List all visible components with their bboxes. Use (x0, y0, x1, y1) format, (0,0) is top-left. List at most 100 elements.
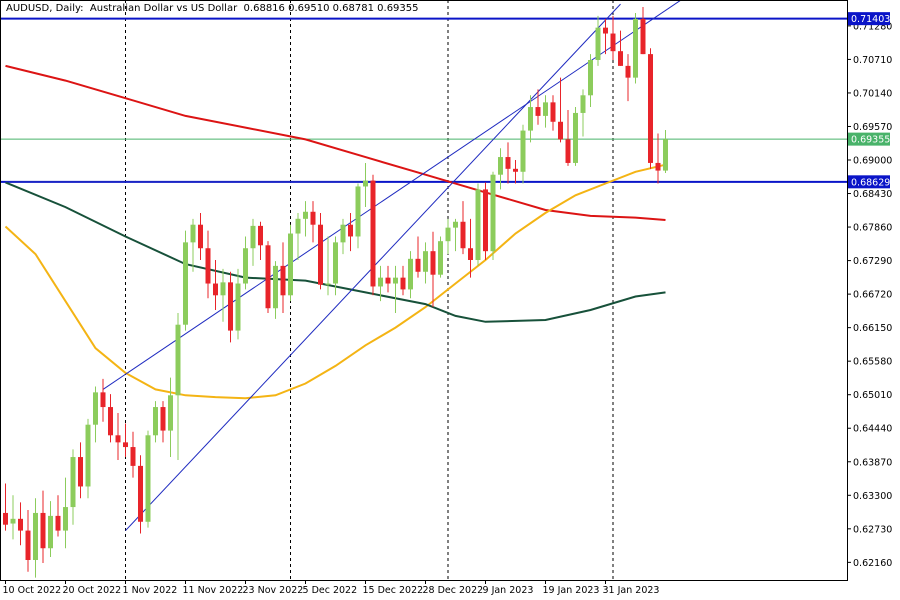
y-tick-label: 0.70710 (853, 55, 892, 66)
x-tick-label: 20 Oct 2022 (63, 585, 122, 596)
candle-body (543, 102, 548, 116)
candle-body (535, 107, 541, 116)
candle-body (153, 407, 158, 436)
candle-body (33, 512, 38, 560)
candle-body (445, 227, 451, 242)
x-tick-label: 1 Nov 2022 (123, 585, 178, 596)
candle-body (655, 162, 661, 171)
ma-red-line (5, 64, 666, 221)
candle-body (490, 174, 496, 252)
y-tick-label: 0.62160 (853, 558, 892, 569)
candle-body (498, 157, 503, 175)
candle-body (138, 465, 143, 522)
current-price-tag: 0.69355 (851, 135, 890, 146)
candle-body (228, 282, 233, 331)
candle-body (145, 435, 151, 522)
y-tick-label: 0.71280 (853, 21, 892, 32)
level-price-tag-bg (848, 175, 890, 189)
candle-body (550, 102, 556, 122)
candle-body (310, 211, 316, 225)
candle-body (325, 283, 331, 285)
y-tick-label: 0.63870 (853, 457, 892, 468)
y-tick-label: 0.66720 (853, 290, 892, 301)
candle-body (483, 189, 488, 252)
x-tick-label: 31 Jan 2023 (603, 585, 660, 596)
period-separators (125, 0, 614, 580)
chart-header: AUDUSD, Daily: Australian Dollar vs US D… (6, 3, 419, 14)
candle-body (393, 277, 398, 284)
candle-body (10, 518, 16, 524)
candle-body (505, 157, 511, 169)
candle-body (48, 515, 53, 549)
y-tick-label: 0.65010 (853, 390, 892, 401)
candle-body (400, 277, 406, 290)
candle-body (198, 224, 203, 249)
candle-body (663, 139, 668, 171)
candle-body (453, 221, 458, 228)
candle-body (205, 248, 211, 284)
ma-orange-line (4, 163, 666, 400)
candles (3, 7, 668, 578)
y-tick-label: 0.62730 (853, 524, 892, 535)
candle-body (610, 33, 616, 52)
candle-body (220, 282, 226, 296)
candle-body (438, 241, 443, 275)
candle-body (618, 51, 623, 66)
candle-body (588, 60, 593, 96)
candle-body (565, 139, 571, 163)
x-tick-label: 28 Dec 2022 (423, 585, 484, 596)
candle-body (108, 407, 113, 436)
x-tick-label: 15 Dec 2022 (363, 585, 424, 596)
plot-frame (0, 0, 848, 581)
candle-body (370, 180, 376, 287)
x-tick-label: 11 Nov 2022 (183, 585, 244, 596)
level-price-tag-bg (848, 12, 890, 26)
candle-body (70, 457, 76, 508)
x-tick-label: 9 Jan 2023 (483, 585, 534, 596)
candle-body (25, 530, 31, 560)
candle-body (475, 189, 481, 260)
y-tick-label: 0.66150 (853, 323, 892, 334)
candle-body (235, 283, 241, 331)
y-tick-label: 0.67860 (853, 223, 892, 234)
x-tick-label: 10 Oct 2022 (3, 585, 62, 596)
candle-body (528, 107, 533, 131)
candle-body (640, 18, 646, 55)
y-tick-label: 0.65580 (853, 357, 892, 368)
price-labels: 0.71403 0.68629 0.69355 (848, 12, 890, 189)
candle-body (100, 392, 106, 408)
candle-body (603, 27, 608, 34)
candle-body (243, 248, 248, 284)
candle-body (363, 180, 368, 187)
candle-body (55, 515, 61, 531)
x-tick-label: 19 Jan 2023 (543, 585, 600, 596)
y-tick-label: 0.69000 (853, 156, 892, 167)
horizontal-levels (0, 17, 847, 183)
candle-body (303, 211, 308, 219)
candle-body (18, 518, 23, 531)
y-tick-label: 0.63300 (853, 491, 892, 502)
candle-body (115, 435, 121, 443)
candle-body (520, 130, 526, 172)
candle-body (280, 265, 286, 296)
candle-body (78, 457, 83, 487)
candle-body (580, 95, 586, 113)
candle-body (130, 447, 136, 466)
candle-body (468, 248, 473, 260)
candle-body (183, 242, 188, 325)
candle-body (385, 277, 391, 284)
y-tick-label: 0.67290 (853, 256, 892, 267)
candle-body (558, 121, 563, 140)
candle-body (408, 258, 413, 290)
candle-body (175, 324, 181, 396)
candle-body (168, 395, 173, 431)
candle-body (93, 392, 98, 425)
candle-body (340, 224, 346, 243)
x-tick-label: 5 Dec 2022 (303, 585, 358, 596)
candle-body (40, 512, 46, 549)
candle-body (265, 245, 271, 309)
trend-channel (5, 0, 682, 531)
candle-body (63, 507, 68, 531)
